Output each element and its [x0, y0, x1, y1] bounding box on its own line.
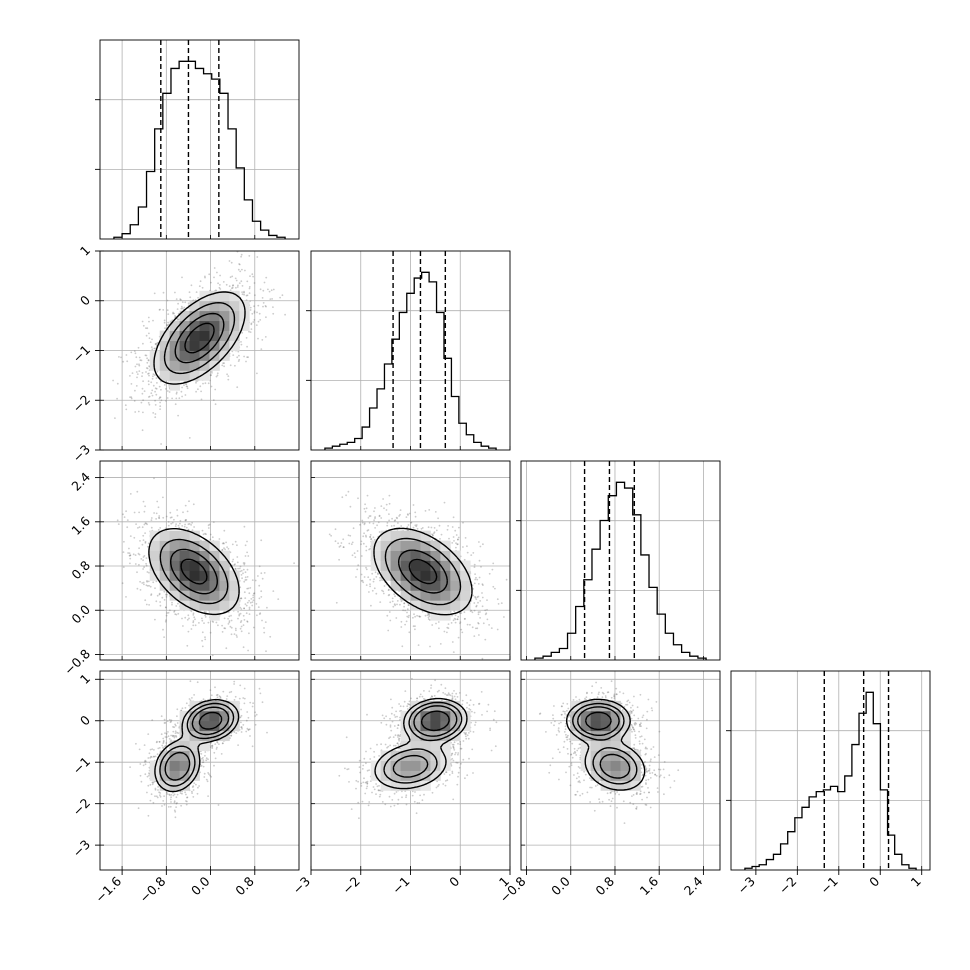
y-tick-label: 1	[77, 671, 93, 687]
scatter-panel-0-3	[99, 670, 300, 871]
y-tick-label: 0.0	[68, 602, 93, 627]
panel-frame	[99, 460, 300, 661]
x-tick-label: −2	[776, 874, 800, 898]
contour-level	[180, 558, 208, 585]
x-tick-label: −1.6	[92, 873, 124, 905]
contour-level	[392, 705, 458, 778]
contour-level	[159, 538, 229, 605]
histogram-panel-2	[516, 460, 721, 661]
contour-lines	[374, 697, 468, 790]
contour-level	[383, 701, 463, 784]
contour-level	[384, 537, 462, 606]
contour-level	[153, 291, 246, 385]
histogram-panel-3	[726, 670, 931, 871]
panel-frame	[730, 670, 931, 871]
grid-lines	[311, 251, 510, 450]
x-tick-label: 1	[908, 874, 924, 890]
contour-level	[184, 322, 215, 354]
density-cells	[370, 530, 471, 621]
contour-level	[584, 711, 612, 731]
contour-level	[164, 706, 230, 781]
x-tick-label: 1.6	[637, 873, 662, 898]
x-tick-label: 0.8	[232, 873, 257, 898]
x-tick-label: 0	[446, 873, 462, 889]
scatter-panel-1-3	[310, 670, 511, 871]
contour-level	[408, 558, 438, 585]
contour-lines	[153, 291, 246, 385]
histogram-step	[534, 481, 707, 660]
y-tick-label: −3	[69, 442, 93, 466]
x-tick-label: 0	[866, 873, 882, 889]
contour-lines	[373, 527, 473, 616]
contour-level	[170, 548, 218, 595]
x-tick-label: 0.0	[548, 873, 573, 898]
density-cells	[149, 290, 250, 391]
grid-lines	[100, 40, 299, 239]
contour-level	[174, 312, 225, 364]
y-tick-label: −0.8	[61, 646, 93, 678]
y-tick-label: 1	[77, 243, 93, 259]
x-tick-label: 0.0	[188, 873, 213, 898]
y-tick-label: 0	[77, 712, 93, 728]
contour-level	[374, 697, 468, 790]
contour-lines	[565, 698, 646, 791]
histogram-step	[744, 691, 917, 870]
contour-lines	[148, 528, 240, 616]
scatter-panel-2-3	[520, 670, 721, 871]
contour-level	[373, 527, 473, 616]
panel-frame	[99, 39, 300, 240]
x-tick-label: −0.8	[136, 873, 168, 905]
histogram-panel-1	[306, 250, 511, 451]
contour-level	[565, 698, 646, 791]
scatter-panel-1-2	[310, 460, 511, 661]
x-tick-label: −2	[339, 874, 363, 898]
contour-level	[572, 702, 638, 785]
y-tick-label: −3	[69, 837, 93, 861]
panel-frame	[520, 670, 721, 871]
x-tick-label: −3	[289, 874, 313, 898]
grid-lines	[731, 671, 930, 870]
contour-level	[398, 549, 448, 594]
contour-level	[577, 706, 631, 779]
y-tick-label: −2	[69, 795, 93, 819]
x-tick-label: 0.8	[592, 873, 617, 898]
grid-lines	[521, 461, 720, 660]
y-tick-label: −2	[69, 392, 93, 416]
y-tick-label: 1.6	[68, 513, 93, 538]
contour-level	[148, 528, 240, 616]
x-tick-label: 2.4	[681, 873, 706, 898]
histogram-panel-0	[95, 39, 300, 240]
panel-frame	[99, 670, 300, 871]
y-tick-label: −1	[69, 342, 93, 366]
scatter-panel-0-1	[99, 250, 300, 451]
x-tick-label: −1	[817, 874, 841, 898]
contour-level	[159, 702, 235, 787]
scatter-panel-0-2	[99, 460, 300, 661]
y-tick-label: 0	[77, 292, 93, 308]
contour-level	[163, 302, 236, 375]
contour-level	[198, 711, 223, 730]
contour-lines	[154, 698, 240, 793]
x-tick-label: −3	[734, 874, 758, 898]
y-tick-label: 2.4	[68, 469, 93, 494]
contour-level	[420, 710, 450, 732]
contour-level	[154, 698, 240, 793]
histogram-step	[113, 60, 286, 239]
y-tick-label: −1	[69, 754, 93, 778]
panel-frame	[520, 460, 721, 661]
histogram-step	[324, 271, 497, 450]
x-tick-label: −1	[389, 874, 413, 898]
y-tick-label: 0.8	[68, 558, 93, 583]
